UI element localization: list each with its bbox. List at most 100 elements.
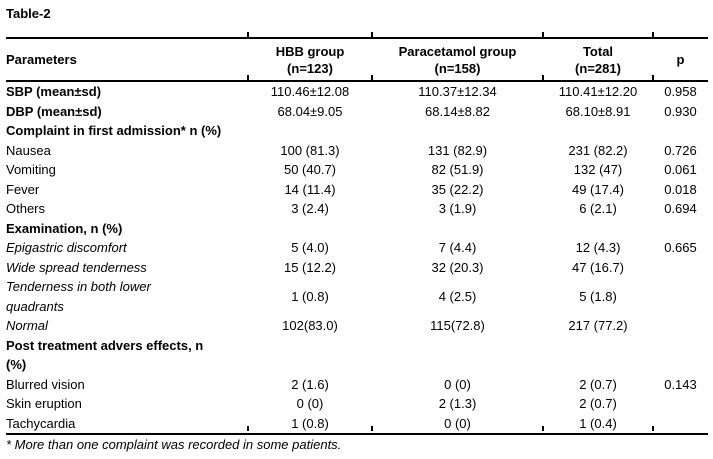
hbb-cell: 68.04±9.05 [277, 103, 343, 119]
column-boundary-tick [371, 32, 373, 37]
paracetamol-cell: 115(72.8) [430, 318, 485, 333]
table-row-normal: Normal 102(83.0) 115(72.8) 217 (77.2) [6, 316, 708, 336]
section-row-post-treatment: Post treatment advers effects, n (%) [6, 336, 708, 375]
total-cell [543, 336, 653, 375]
paracetamol-cell [372, 219, 543, 239]
paracetamol-cell: 82 (51.9) [431, 162, 484, 177]
p-cell: 0.665 [664, 240, 697, 255]
table-row-blurred-vision: Blurred vision 2 (1.6) 0 (0) 2 (0.7) 0.1… [6, 375, 708, 395]
hbb-cell [248, 121, 372, 141]
table-row-dbp: DBP (mean±sd) 68.04±9.05 68.14±8.82 68.1… [6, 102, 708, 122]
column-boundary-tick [542, 32, 544, 37]
total-cell: 49 (17.4) [571, 181, 625, 197]
parameter-cell: Tenderness in both lower quadrants [6, 279, 151, 314]
header-row: Parameters HBB group (n=123) Paracetamol … [6, 38, 708, 82]
table-row-sbp: SBP (mean±sd) 110.46±12.08 110.37±12.34 … [6, 81, 708, 102]
p-cell: 0.930 [664, 103, 697, 119]
data-table: Parameters HBB group (n=123) Paracetamol … [6, 37, 708, 435]
total-cell: 110.41±12.20 [558, 84, 638, 99]
p-cell: 0.694 [664, 201, 697, 216]
hbb-cell: 0 (0) [296, 396, 324, 411]
column-boundary-tick [542, 75, 544, 80]
total-cell: 68.10±8.91 [565, 103, 631, 119]
table-footnote: * More than one complaint was recorded i… [6, 437, 342, 452]
hbb-cell: 14 (11.4) [284, 181, 336, 197]
section-row-examination: Examination, n (%) [6, 219, 708, 239]
header-sublabel: (n=281) [575, 60, 621, 76]
table-row-fever: Fever 14 (11.4) 35 (22.2) 49 (17.4) 0.01… [6, 180, 708, 200]
p-cell [653, 258, 708, 278]
total-cell [543, 219, 653, 239]
table-row-others: Others 3 (2.4) 3 (1.9) 6 (2.1) 0.694 [6, 199, 708, 219]
p-cell [653, 414, 708, 435]
parameter-cell: Skin eruption [6, 396, 82, 411]
table-row-nausea: Nausea 100 (81.3) 131 (82.9) 231 (82.2) … [6, 141, 708, 161]
parameter-cell: Epigastric discomfort [6, 240, 127, 255]
hbb-cell: 110.46±12.08 [270, 84, 350, 99]
header-sublabel: (n=123) [287, 60, 333, 76]
paracetamol-cell: 68.14±8.82 [425, 103, 490, 119]
hbb-cell: 50 (40.7) [283, 162, 337, 177]
paracetamol-cell: 7 (4.4) [438, 240, 477, 255]
column-boundary-tick [247, 75, 249, 80]
parameter-cell: Fever [6, 181, 40, 197]
total-cell: 47 (16.7) [571, 259, 625, 275]
total-cell: 1 (0.4) [579, 415, 617, 431]
total-cell: 5 (1.8) [579, 288, 617, 304]
header-parameters: Parameters [6, 38, 248, 82]
paracetamol-cell: 110.37±12.34 [418, 84, 497, 99]
p-cell [653, 219, 708, 239]
table-title: Table-2 [6, 6, 51, 21]
hbb-cell: 15 (12.2) [283, 259, 337, 275]
column-boundary-tick [371, 75, 373, 80]
p-cell: 0.958 [664, 84, 697, 99]
p-cell: 0.143 [664, 376, 697, 392]
column-boundary-tick [652, 32, 654, 37]
section-label: Examination, n (%) [6, 220, 123, 236]
hbb-cell: 5 (4.0) [291, 240, 329, 255]
paracetamol-cell [372, 121, 543, 141]
table-row-epigastric-discomfort: Epigastric discomfort 5 (4.0) 7 (4.4) 12… [6, 238, 708, 258]
column-boundary-tick [652, 426, 654, 431]
paracetamol-cell: 35 (22.2) [431, 181, 484, 197]
hbb-cell: 2 (1.6) [291, 376, 329, 392]
total-cell: 132 (47) [573, 162, 623, 177]
paracetamol-cell: 131 (82.9) [427, 142, 488, 158]
paracetamol-cell: 4 (2.5) [438, 288, 477, 304]
hbb-cell: 3 (2.4) [291, 201, 329, 216]
column-boundary-tick [247, 426, 249, 431]
paracetamol-cell: 32 (20.3) [431, 259, 484, 275]
header-paracetamol-group: Paracetamol group (n=158) [372, 38, 543, 82]
hbb-cell: 1 (0.8) [291, 415, 329, 431]
paracetamol-cell: 3 (1.9) [438, 201, 477, 216]
p-cell [653, 121, 708, 141]
total-cell: 217 (77.2) [568, 318, 628, 333]
parameter-cell: DBP (mean±sd) [6, 103, 102, 119]
column-boundary-tick [247, 32, 249, 37]
header-label: p [676, 52, 685, 67]
p-cell [653, 277, 708, 316]
total-cell: 2 (0.7) [579, 376, 617, 392]
header-label: Parameters [6, 52, 77, 67]
p-cell: 0.726 [664, 142, 697, 158]
p-cell: 0.018 [664, 181, 697, 197]
column-boundary-tick [652, 75, 654, 80]
hbb-cell: 102(83.0) [282, 318, 338, 333]
header-sublabel: (n=158) [434, 60, 481, 76]
header-hbb-group: HBB group (n=123) [248, 38, 372, 82]
p-cell [653, 336, 708, 375]
parameter-cell: Others [6, 201, 46, 216]
p-cell [653, 316, 708, 336]
parameter-cell: Vomiting [6, 162, 56, 177]
parameter-cell: Blurred vision [6, 376, 85, 392]
hbb-cell [248, 336, 372, 375]
column-boundary-tick [542, 426, 544, 431]
table-row-tenderness-lower-quadrants: Tenderness in both lower quadrants 1 (0.… [6, 277, 708, 316]
table-row-vomiting: Vomiting 50 (40.7) 82 (51.9) 132 (47) 0.… [6, 160, 708, 180]
total-cell: 6 (2.1) [579, 201, 617, 216]
header-total: Total (n=281) [543, 38, 653, 82]
p-cell [653, 394, 708, 414]
paracetamol-cell: 0 (0) [444, 376, 471, 392]
total-cell: 2 (0.7) [579, 396, 617, 411]
section-label: Post treatment advers effects, n (%) [6, 337, 204, 373]
